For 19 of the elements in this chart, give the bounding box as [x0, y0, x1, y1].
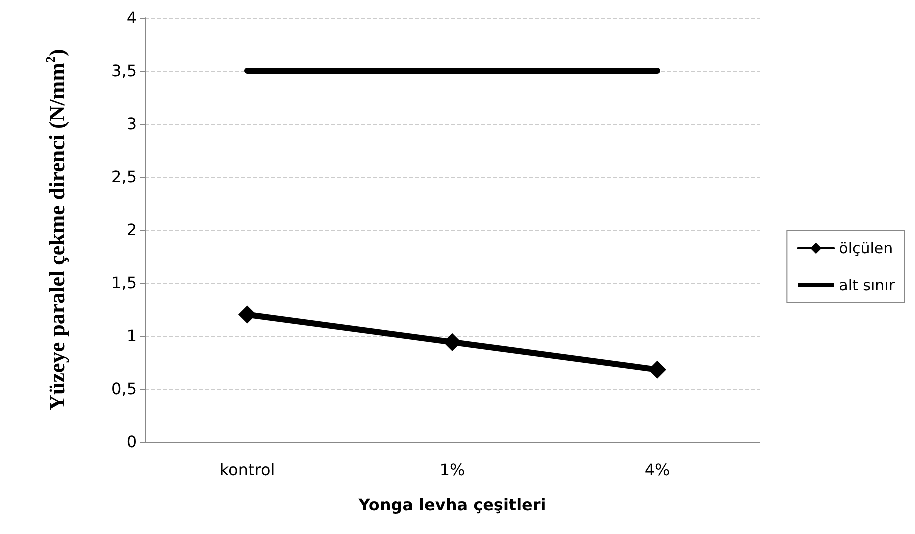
y-tick-label: 0 [126, 432, 137, 452]
point [444, 333, 462, 352]
y-tick-label: 0,5 [112, 380, 137, 398]
y-tick-label: 3,5 [112, 62, 137, 80]
x-tick-label: kontrol [220, 460, 276, 480]
legend-label: alt sınır [839, 276, 896, 294]
y-tick-label: 2,5 [112, 168, 137, 186]
x-axis-title: Yonga levha çeşitleri [358, 496, 546, 514]
point [238, 306, 256, 324]
x-tick-label: 4% [644, 460, 670, 480]
y-axis-title: Yüzeye paralel çekme direnci (N/mm2) [43, 49, 70, 411]
y-tick-label: 2 [126, 220, 137, 240]
legend-label: ölçülen [839, 240, 894, 258]
point [648, 360, 666, 379]
x-tick-label: 1% [440, 460, 466, 480]
y-tick-label: 1,5 [112, 274, 137, 292]
y-tick-label: 1 [126, 326, 137, 346]
y-tick-label: 4 [126, 8, 137, 28]
y-tick-label: 3 [126, 114, 137, 134]
